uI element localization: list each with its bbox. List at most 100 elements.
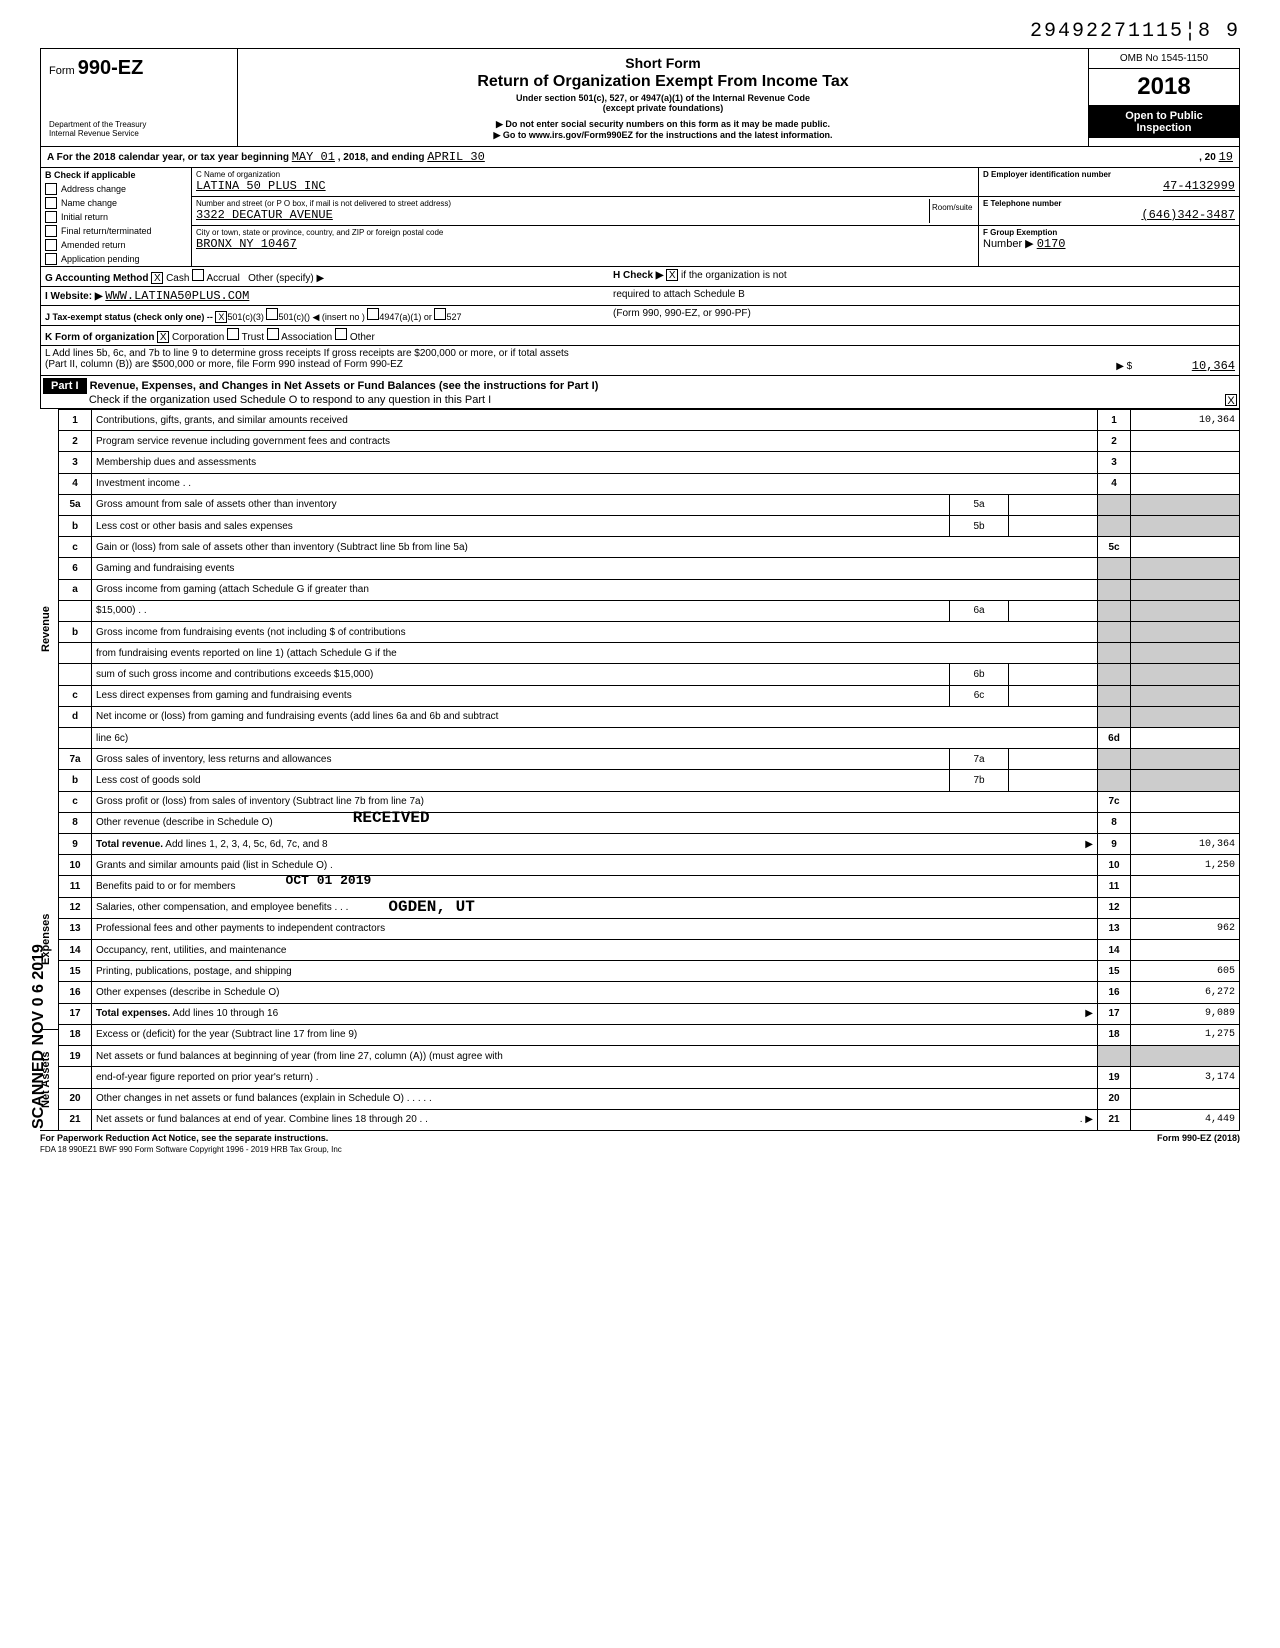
line-desc: Membership dues and assessments — [92, 452, 1098, 473]
city-label: City or town, state or province, country… — [196, 228, 974, 237]
checkbox-address[interactable] — [45, 183, 57, 195]
line-desc: from fundraising events reported on line… — [92, 643, 1098, 664]
checkbox-amended[interactable] — [45, 239, 57, 251]
line-desc: Benefits paid to or for membersOCT 01 20… — [92, 876, 1098, 897]
part1-check: Check if the organization used Schedule … — [89, 394, 491, 406]
table-row: cLess direct expenses from gaming and fu… — [59, 685, 1240, 706]
gray-cell — [1131, 516, 1240, 537]
footer-left: For Paperwork Reduction Act Notice, see … — [40, 1133, 328, 1143]
form-number: 990-EZ — [78, 57, 144, 79]
line-number: 8 — [59, 812, 92, 833]
amt-label: 21 — [1098, 1109, 1131, 1130]
checkbox-corp[interactable]: X — [157, 331, 169, 343]
amt-label: 20 — [1098, 1088, 1131, 1109]
j-c3: 501(c)(3) — [227, 312, 264, 322]
checkbox-other[interactable] — [335, 328, 347, 340]
line-desc: Gross sales of inventory, less returns a… — [92, 749, 950, 770]
checkbox-4947[interactable] — [367, 308, 379, 320]
line-number: 11 — [59, 876, 92, 897]
amt-value — [1131, 1088, 1240, 1109]
line-desc: Total revenue. Add lines 1, 2, 3, 4, 5c,… — [92, 834, 1098, 855]
amt-label: 7c — [1098, 791, 1131, 812]
table-row: 11Benefits paid to or for membersOCT 01 … — [59, 876, 1240, 897]
amt-value — [1131, 431, 1240, 452]
checkbox-h[interactable]: X — [666, 269, 678, 281]
line-desc: Professional fees and other payments to … — [92, 918, 1098, 939]
checkbox-501c3[interactable]: X — [215, 311, 227, 323]
table-row: bLess cost of goods sold7b — [59, 770, 1240, 791]
table-row: 20Other changes in net assets or fund ba… — [59, 1088, 1240, 1109]
checkbox-527[interactable] — [434, 308, 446, 320]
i-label: I Website: ▶ — [45, 291, 103, 302]
line-desc: Net assets or fund balances at end of ye… — [92, 1109, 1098, 1130]
line-number: 16 — [59, 982, 92, 1003]
line-desc: Excess or (deficit) for the year (Subtra… — [92, 1024, 1098, 1045]
line-number: 4 — [59, 473, 92, 494]
checkbox-name[interactable] — [45, 197, 57, 209]
gray-cell — [1098, 516, 1131, 537]
line-number: a — [59, 579, 92, 600]
amt-value — [1131, 812, 1240, 833]
checkbox-final[interactable] — [45, 225, 57, 237]
amt-value — [1131, 728, 1240, 749]
l-line1: L Add lines 5b, 6c, and 7b to line 9 to … — [45, 348, 1235, 359]
line-number: 19 — [59, 1046, 92, 1067]
amt-value — [1131, 940, 1240, 961]
amt-value: 1,275 — [1131, 1024, 1240, 1045]
gray-cell — [1131, 1046, 1240, 1067]
line-desc: end-of-year figure reported on prior yea… — [92, 1067, 1098, 1088]
line-number: 2 — [59, 431, 92, 452]
title-arrow1: ▶ Do not enter social security numbers o… — [242, 119, 1084, 130]
amt-value — [1131, 876, 1240, 897]
f-label: F Group Exemption — [983, 228, 1235, 237]
table-row: 10Grants and similar amounts paid (list … — [59, 855, 1240, 876]
amt-value: 10,364 — [1131, 834, 1240, 855]
checkbox-501c[interactable] — [266, 308, 278, 320]
line-desc: Other expenses (describe in Schedule O) — [92, 982, 1098, 1003]
checkbox-accrual[interactable] — [192, 269, 204, 281]
line-number: 15 — [59, 961, 92, 982]
footer-right: Form 990-EZ (2018) — [1157, 1133, 1240, 1143]
line-desc: sum of such gross income and contributio… — [92, 664, 950, 685]
line-desc: Gross income from gaming (attach Schedul… — [92, 579, 1098, 600]
checkbox-initial[interactable] — [45, 211, 57, 223]
amt-label: 12 — [1098, 897, 1131, 918]
gray-cell — [1131, 579, 1240, 600]
mid-label: 7b — [950, 770, 1009, 791]
j-a: 4947(a)(1) or — [379, 312, 432, 322]
h-text3: (Form 990, 990-EZ, or 990-PF) — [609, 306, 1239, 325]
amt-value — [1131, 452, 1240, 473]
checkbox-assoc[interactable] — [267, 328, 279, 340]
checkbox-pending[interactable] — [45, 253, 57, 265]
line-desc: Printing, publications, postage, and shi… — [92, 961, 1098, 982]
org-name: LATINA 50 PLUS INC — [196, 179, 974, 193]
check-header: B Check if applicable — [41, 168, 191, 182]
mid-label: 6b — [950, 664, 1009, 685]
k-assoc: Association — [281, 332, 332, 343]
ein: 47-4132999 — [983, 179, 1235, 193]
amt-label: 10 — [1098, 855, 1131, 876]
line-number: 14 — [59, 940, 92, 961]
line-number — [59, 1067, 92, 1088]
table-row: 15Printing, publications, postage, and s… — [59, 961, 1240, 982]
amt-label: 5c — [1098, 537, 1131, 558]
line-number: 20 — [59, 1088, 92, 1109]
f-num-label: Number ▶ — [983, 238, 1034, 250]
g-cash: Cash — [166, 273, 189, 284]
checkbox-trust[interactable] — [227, 328, 239, 340]
line-desc: Other changes in net assets or fund bala… — [92, 1088, 1098, 1109]
line-number: 21 — [59, 1109, 92, 1130]
part1-badge: Part I — [43, 378, 87, 394]
check-amended: Amended return — [61, 240, 126, 250]
k-corp: Corporation — [172, 332, 224, 343]
gray-cell — [1098, 664, 1131, 685]
table-row: 3Membership dues and assessments3 — [59, 452, 1240, 473]
checkbox-schedule-o[interactable]: X — [1225, 394, 1237, 406]
omb-number: OMB No 1545-1150 — [1089, 49, 1239, 69]
table-row: 2Program service revenue including gover… — [59, 431, 1240, 452]
mid-value — [1009, 770, 1098, 791]
amt-value: 1,250 — [1131, 855, 1240, 876]
checkbox-cash[interactable]: X — [151, 272, 163, 284]
line-number — [59, 728, 92, 749]
gray-cell — [1098, 622, 1131, 643]
